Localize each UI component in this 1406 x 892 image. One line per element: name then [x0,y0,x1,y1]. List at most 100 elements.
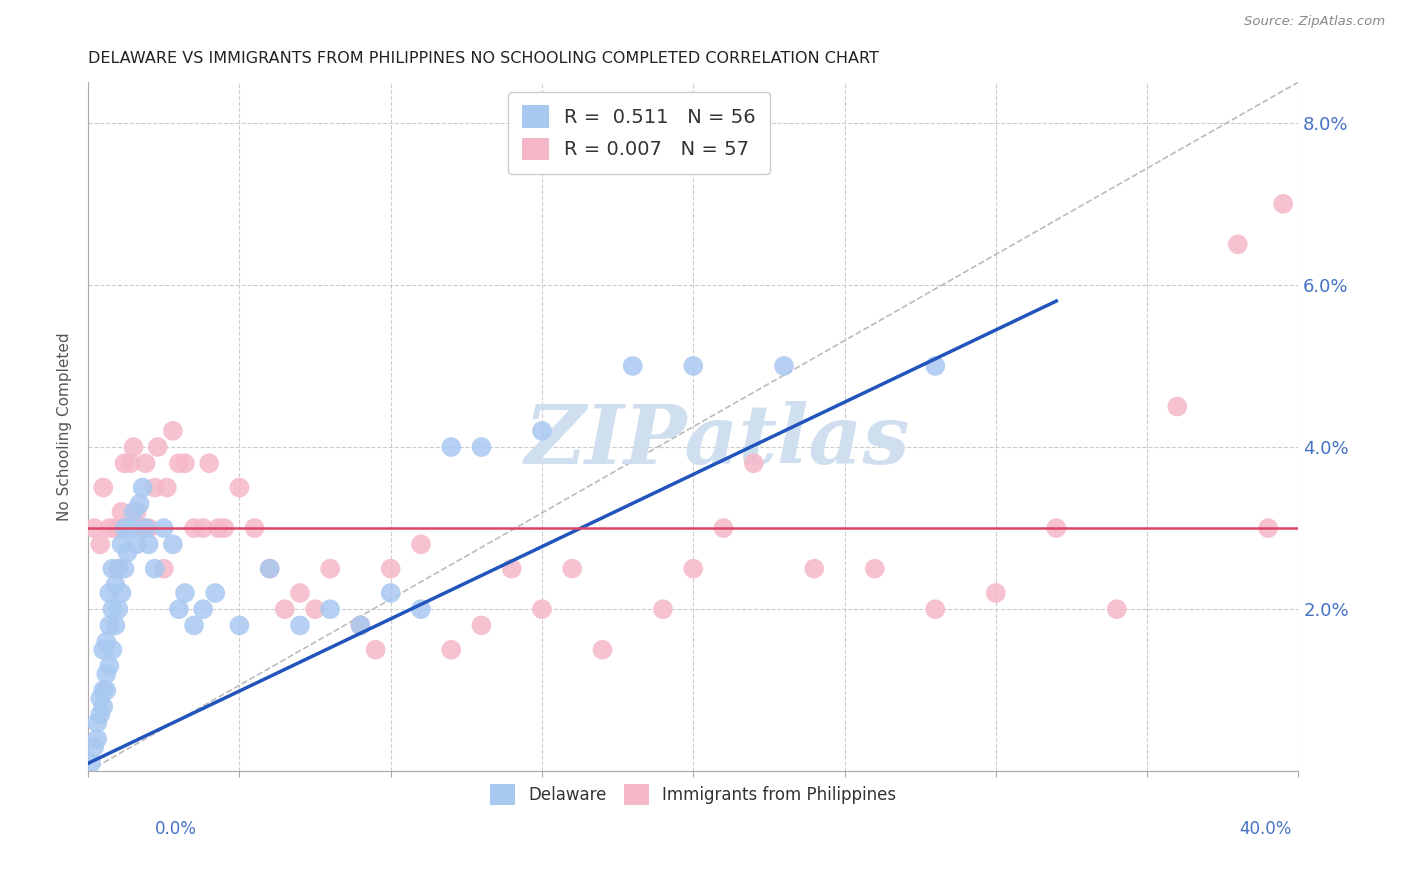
Point [83,740,105,755]
Point [742,456,765,470]
Point [228,618,250,632]
Point [501,562,523,576]
Point [110,586,132,600]
Point [167,602,190,616]
Point [561,562,583,576]
Point [183,521,205,535]
Point [228,481,250,495]
Text: 40.0%: 40.0% [1239,820,1292,838]
Point [167,456,190,470]
Point [259,562,281,576]
Point [122,505,145,519]
Point [125,505,148,519]
Point [349,618,371,632]
Point [530,602,553,616]
Point [470,440,492,454]
Point [131,481,153,495]
Point [1257,521,1279,535]
Point [86,715,108,730]
Point [110,537,132,551]
Point [304,602,326,616]
Point [1166,400,1188,414]
Point [101,642,124,657]
Point [114,562,136,576]
Point [101,602,124,616]
Point [924,602,946,616]
Point [198,456,221,470]
Point [89,707,111,722]
Point [101,562,124,576]
Point [143,562,166,576]
Point [104,521,127,535]
Point [135,456,157,470]
Point [621,359,644,373]
Point [204,586,226,600]
Point [214,521,236,535]
Point [1272,196,1295,211]
Point [143,481,166,495]
Point [80,756,103,771]
Point [89,691,111,706]
Point [98,521,121,535]
Point [773,359,796,373]
Point [863,562,886,576]
Point [319,602,342,616]
Point [288,618,311,632]
Point [713,521,735,535]
Point [128,497,150,511]
Text: ZIPatlas: ZIPatlas [524,401,910,481]
Point [117,545,139,559]
Text: Source: ZipAtlas.com: Source: ZipAtlas.com [1244,15,1385,28]
Point [98,586,121,600]
Point [96,683,118,698]
Point [652,602,675,616]
Point [120,456,142,470]
Point [107,562,129,576]
Point [104,618,127,632]
Point [243,521,266,535]
Point [96,634,118,648]
Y-axis label: No Schooling Completed: No Schooling Completed [58,333,72,521]
Point [380,586,402,600]
Point [174,586,197,600]
Point [156,481,179,495]
Point [288,586,311,600]
Point [984,586,1007,600]
Point [682,562,704,576]
Point [274,602,297,616]
Point [530,424,553,438]
Point [110,505,132,519]
Point [174,456,197,470]
Point [89,537,111,551]
Point [114,456,136,470]
Point [131,521,153,535]
Point [592,642,614,657]
Point [191,521,214,535]
Point [924,359,946,373]
Point [470,618,492,632]
Point [349,618,371,632]
Point [152,521,174,535]
Point [1045,521,1067,535]
Point [319,562,342,576]
Point [1105,602,1128,616]
Point [86,731,108,746]
Point [259,562,281,576]
Point [162,537,184,551]
Point [364,642,387,657]
Point [146,440,169,454]
Point [138,521,160,535]
Point [162,424,184,438]
Text: DELAWARE VS IMMIGRANTS FROM PHILIPPINES NO SCHOOLING COMPLETED CORRELATION CHART: DELAWARE VS IMMIGRANTS FROM PHILIPPINES … [89,51,879,66]
Point [191,602,214,616]
Point [107,602,129,616]
Point [440,642,463,657]
Point [91,642,114,657]
Point [207,521,229,535]
Point [98,659,121,673]
Point [380,562,402,576]
Text: 0.0%: 0.0% [155,820,197,838]
Point [122,440,145,454]
Point [125,537,148,551]
Point [107,562,129,576]
